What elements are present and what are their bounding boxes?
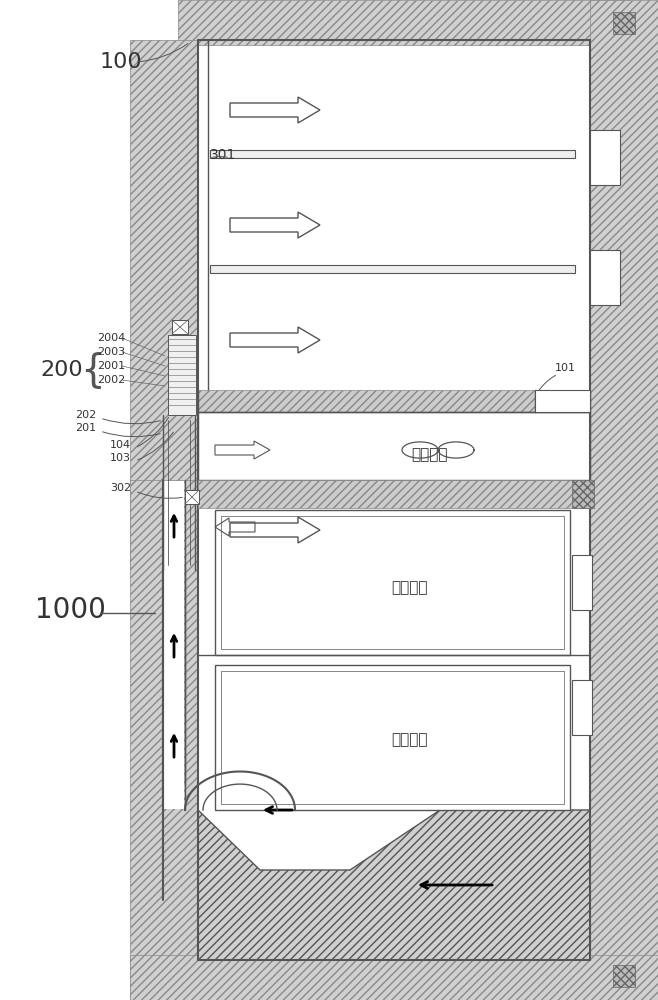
Bar (613, 12, 635, 34)
Text: 103: 103 (110, 453, 131, 463)
Bar (198, 390, 590, 412)
Text: 冷冻抽屉: 冷冻抽屉 (392, 580, 428, 595)
Bar (572, 480, 594, 508)
Text: 101: 101 (555, 363, 576, 373)
Bar (590, 130, 620, 185)
Text: 2002: 2002 (97, 375, 125, 385)
Bar (210, 150, 575, 158)
Bar (613, 965, 635, 987)
Bar (535, 390, 590, 412)
Bar (215, 510, 570, 655)
Bar (168, 335, 196, 415)
Bar (178, 0, 630, 45)
Text: 200: 200 (40, 360, 83, 380)
Bar (130, 480, 198, 1000)
Text: 104: 104 (110, 440, 131, 450)
Bar (130, 955, 658, 1000)
Text: 202: 202 (75, 410, 96, 420)
Text: {: { (80, 351, 105, 389)
Text: 2003: 2003 (97, 347, 125, 357)
Text: 冷冻抽屉: 冷冻抽屉 (392, 732, 428, 748)
Bar (572, 680, 592, 735)
Text: 102: 102 (570, 395, 591, 405)
Bar (215, 665, 570, 810)
Bar (221, 671, 564, 804)
Bar (130, 40, 198, 570)
Text: 302: 302 (110, 483, 131, 493)
Bar (590, 250, 620, 305)
Bar (198, 480, 590, 508)
Text: 2004: 2004 (97, 333, 125, 343)
Bar (221, 516, 564, 649)
Text: 201: 201 (75, 423, 96, 433)
Text: 解冻空间: 解冻空间 (412, 448, 448, 462)
Text: 2001: 2001 (97, 361, 125, 371)
Text: 100: 100 (100, 52, 143, 72)
Polygon shape (198, 810, 590, 960)
Bar (572, 555, 592, 610)
Bar (590, 0, 658, 1000)
Bar (164, 481, 184, 809)
Text: 301: 301 (210, 148, 236, 162)
Bar (185, 490, 199, 504)
Bar (172, 320, 188, 334)
Bar (210, 265, 575, 273)
Text: 1000: 1000 (35, 596, 106, 624)
